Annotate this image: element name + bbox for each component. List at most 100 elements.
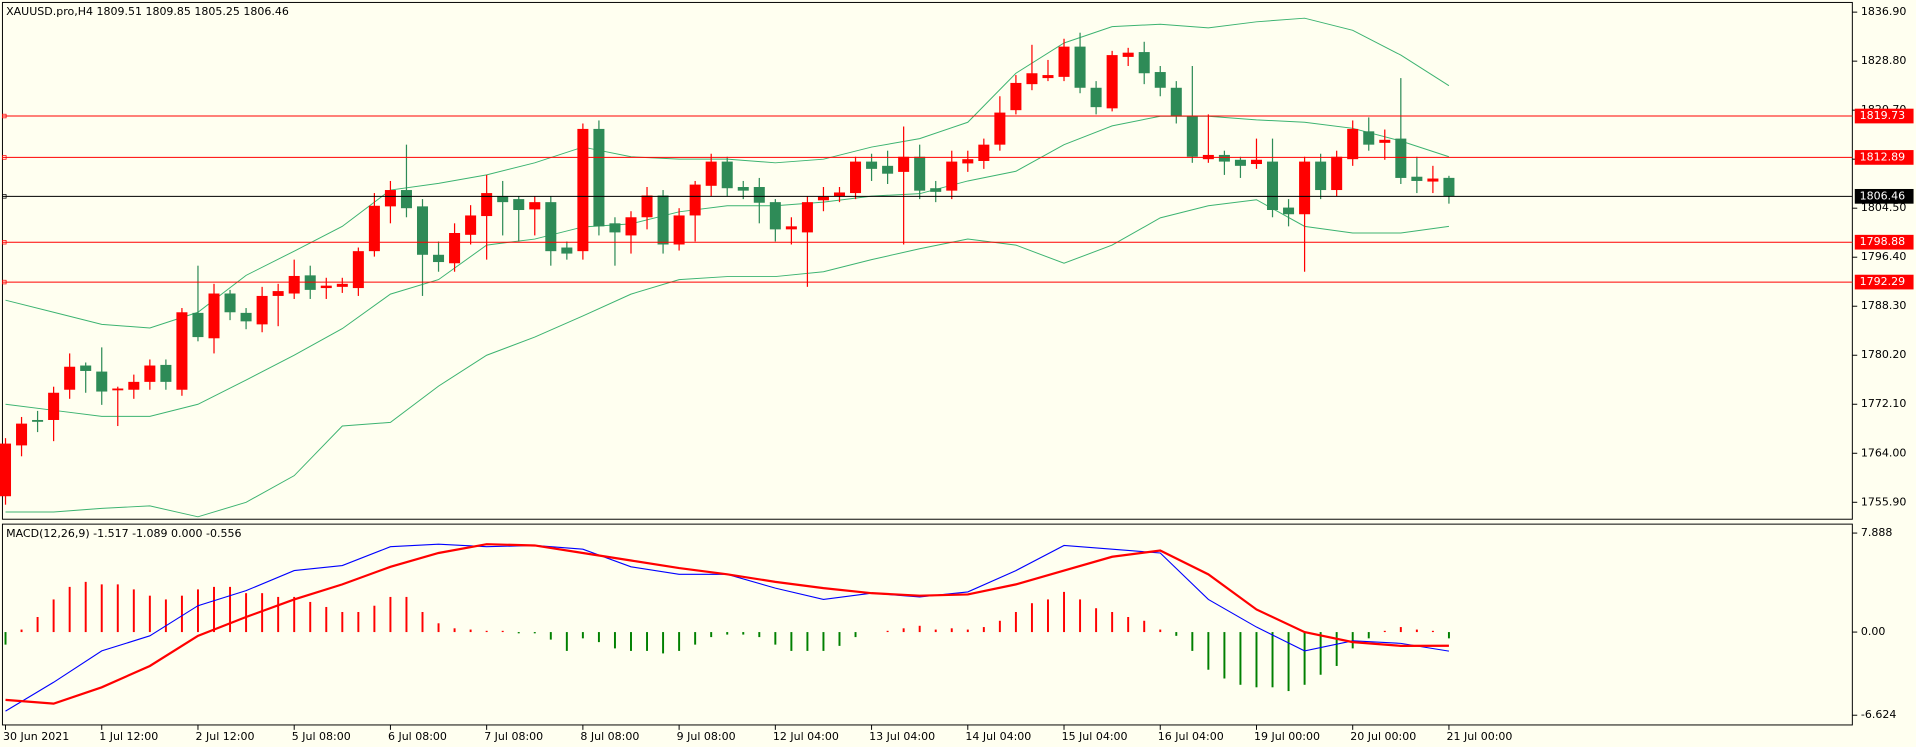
candle-body bbox=[673, 215, 685, 245]
y-tick-label: 1804.50 bbox=[1861, 201, 1906, 214]
bid-marker bbox=[2, 194, 7, 199]
candle-body bbox=[256, 295, 268, 325]
candle-body bbox=[128, 381, 140, 390]
candle-body bbox=[689, 184, 701, 216]
candle-body bbox=[465, 215, 477, 235]
candle-body bbox=[930, 188, 942, 192]
y-tick-label: 1764.00 bbox=[1861, 446, 1906, 459]
candle-body bbox=[1411, 176, 1423, 181]
candle-body bbox=[1170, 87, 1182, 117]
candle-body bbox=[769, 202, 781, 230]
candle-body bbox=[288, 275, 300, 294]
candle-body bbox=[625, 217, 637, 236]
candle-body bbox=[657, 195, 669, 245]
level-marker bbox=[2, 155, 7, 160]
candle-body bbox=[962, 159, 974, 164]
candle-body bbox=[1154, 72, 1166, 88]
x-tick-label: 30 Jun 2021 bbox=[3, 730, 69, 743]
candle-body bbox=[1267, 161, 1279, 211]
candle-body bbox=[1395, 138, 1407, 178]
level-tag bbox=[1854, 274, 1914, 290]
candle-body bbox=[1218, 154, 1230, 162]
candle-body bbox=[946, 161, 958, 191]
y-tick-label: 7.888 bbox=[1861, 526, 1892, 539]
level-label: 1798.88 bbox=[1860, 235, 1905, 248]
candle-body bbox=[1138, 52, 1150, 74]
macd-panel bbox=[1, 523, 1853, 726]
candle-body bbox=[1379, 139, 1391, 143]
candle-body bbox=[1331, 156, 1343, 191]
candle-body bbox=[1347, 128, 1359, 160]
candle-body bbox=[1074, 46, 1086, 88]
candle-body bbox=[641, 195, 653, 218]
x-tick-label: 1 Jul 12:00 bbox=[99, 730, 158, 743]
candle-body bbox=[914, 156, 926, 191]
x-tick-label: 8 Jul 08:00 bbox=[580, 730, 639, 743]
y-tick-label: 0.00 bbox=[1861, 625, 1885, 638]
level-tag bbox=[1854, 234, 1914, 250]
candle-body bbox=[1026, 73, 1038, 85]
candle-body bbox=[176, 312, 188, 390]
level-tag bbox=[1854, 108, 1914, 124]
candle-body bbox=[1090, 87, 1102, 108]
candle-body bbox=[1283, 207, 1295, 215]
candle-body bbox=[192, 312, 204, 338]
candle-body bbox=[561, 247, 573, 254]
candle-body bbox=[721, 161, 733, 189]
candle-body bbox=[1186, 116, 1198, 157]
x-tick-label: 2 Jul 12:00 bbox=[196, 730, 255, 743]
x-tick-label: 20 Jul 00:00 bbox=[1350, 730, 1416, 743]
x-tick-label: 15 Jul 04:00 bbox=[1062, 730, 1128, 743]
level-marker bbox=[2, 279, 7, 285]
x-tick-label: 16 Jul 04:00 bbox=[1158, 730, 1224, 743]
candle-body bbox=[433, 254, 445, 263]
candle-body bbox=[1058, 46, 1070, 77]
candle-body bbox=[1250, 159, 1262, 165]
candle-body bbox=[1234, 159, 1246, 166]
candle-body bbox=[994, 112, 1006, 145]
candle-body bbox=[705, 161, 717, 186]
candle-body bbox=[609, 223, 621, 233]
candle-body bbox=[1443, 177, 1455, 197]
candle-body bbox=[978, 144, 990, 161]
candle-body bbox=[416, 206, 429, 255]
candle-body bbox=[1106, 55, 1118, 109]
candle-body bbox=[240, 312, 252, 322]
candle-body bbox=[112, 388, 124, 391]
candle-body bbox=[224, 293, 236, 313]
candle-body bbox=[1299, 161, 1311, 215]
candle-body bbox=[593, 128, 605, 227]
candle-body bbox=[529, 202, 541, 210]
candle-body bbox=[801, 202, 813, 233]
candle-body bbox=[737, 187, 749, 191]
candle-body bbox=[16, 423, 28, 446]
y-tick-label: 1788.30 bbox=[1861, 299, 1906, 312]
level-label: 1812.89 bbox=[1860, 150, 1905, 163]
x-tick-label: 12 Jul 04:00 bbox=[773, 730, 839, 743]
candle-body bbox=[545, 202, 557, 252]
candle-body bbox=[144, 365, 156, 382]
candle-body bbox=[785, 226, 797, 230]
y-tick-label: 1828.80 bbox=[1861, 54, 1906, 67]
x-tick-label: 7 Jul 08:00 bbox=[484, 730, 543, 743]
price-panel bbox=[1, 1, 1853, 520]
candle-body bbox=[400, 190, 412, 209]
candle-body bbox=[272, 291, 284, 296]
candle-body bbox=[850, 161, 862, 194]
chart-title: XAUUSD.pro,H4 1809.51 1809.85 1805.25 18… bbox=[6, 5, 289, 18]
indicator-title: MACD(12,26,9) -1.517 -1.089 0.000 -0.556 bbox=[6, 527, 241, 540]
candle-body bbox=[513, 199, 525, 211]
x-tick-label: 21 Jul 00:00 bbox=[1446, 730, 1512, 743]
level-label: 1819.73 bbox=[1860, 109, 1905, 122]
y-tick-label: -6.624 bbox=[1861, 708, 1896, 721]
y-tick-label: 1780.20 bbox=[1861, 348, 1906, 361]
candle-body bbox=[304, 275, 316, 290]
candle-body bbox=[352, 251, 364, 289]
candle-body bbox=[449, 233, 461, 264]
candle-body bbox=[368, 205, 380, 252]
x-tick-label: 5 Jul 08:00 bbox=[292, 730, 351, 743]
candle-body bbox=[882, 165, 894, 174]
bid-label: 1806.46 bbox=[1860, 189, 1905, 202]
